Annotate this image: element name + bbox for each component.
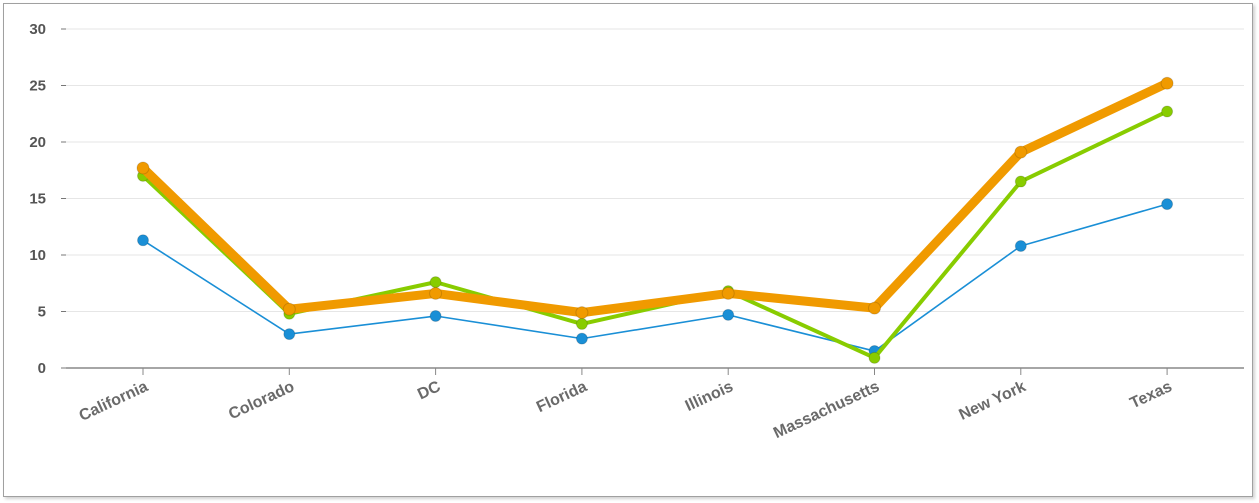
data-point[interactable] bbox=[575, 317, 588, 330]
data-point[interactable] bbox=[137, 234, 149, 247]
data-point[interactable] bbox=[1014, 175, 1027, 188]
series-line bbox=[138, 78, 1172, 318]
data-point[interactable] bbox=[1160, 76, 1174, 90]
data-point[interactable] bbox=[868, 351, 881, 364]
series-1 bbox=[137, 198, 1174, 358]
y-tick-label: 10 bbox=[29, 247, 46, 264]
y-tick-label: 5 bbox=[38, 304, 46, 321]
x-category-label: DC bbox=[415, 378, 444, 403]
data-point[interactable] bbox=[1161, 105, 1174, 118]
data-point[interactable] bbox=[1014, 239, 1027, 252]
x-category-label: Massachusetts bbox=[771, 378, 882, 442]
data-point[interactable] bbox=[575, 332, 588, 345]
y-tick-label: 0 bbox=[38, 360, 46, 377]
series-3 bbox=[136, 76, 1174, 320]
data-point[interactable] bbox=[722, 308, 735, 321]
x-category-label: Illinois bbox=[683, 378, 736, 415]
y-tick-label: 20 bbox=[29, 134, 46, 151]
series-lines bbox=[136, 76, 1174, 364]
gridlines bbox=[66, 28, 1244, 312]
x-category-label: Texas bbox=[1128, 378, 1175, 412]
data-point[interactable] bbox=[429, 310, 442, 323]
data-point[interactable] bbox=[575, 306, 589, 320]
x-category-label: California bbox=[77, 378, 151, 425]
chart-frame: 0 5 10 15 20 25 30 California Colorado DC Florida… bbox=[3, 3, 1253, 497]
axes bbox=[61, 28, 1244, 375]
data-point[interactable] bbox=[721, 286, 735, 300]
x-category-label: Colorado bbox=[226, 378, 297, 423]
y-tick-label: 30 bbox=[29, 21, 46, 38]
x-category-label: New York bbox=[957, 378, 1029, 424]
series-line bbox=[142, 203, 1168, 352]
data-point[interactable] bbox=[868, 301, 881, 315]
line-chart: 0 5 10 15 20 25 30 California Colorado DC Florida… bbox=[29, 21, 1244, 442]
x-category-label: Florida bbox=[534, 378, 590, 416]
y-tick-label: 25 bbox=[29, 78, 46, 95]
data-point[interactable] bbox=[136, 161, 150, 175]
data-point[interactable] bbox=[429, 286, 443, 300]
series-2 bbox=[137, 105, 1174, 364]
series-line bbox=[141, 109, 1170, 360]
data-point[interactable] bbox=[283, 328, 296, 341]
data-point[interactable] bbox=[429, 276, 442, 289]
data-point[interactable] bbox=[1014, 145, 1028, 159]
y-tick-label: 15 bbox=[29, 191, 46, 208]
x-axis-category-labels: California Colorado DC Florida Illinois Massa… bbox=[77, 378, 1175, 442]
data-point[interactable] bbox=[282, 302, 296, 316]
y-axis-tick-labels: 0 5 10 15 20 25 30 bbox=[29, 21, 46, 377]
data-point[interactable] bbox=[1161, 198, 1174, 211]
